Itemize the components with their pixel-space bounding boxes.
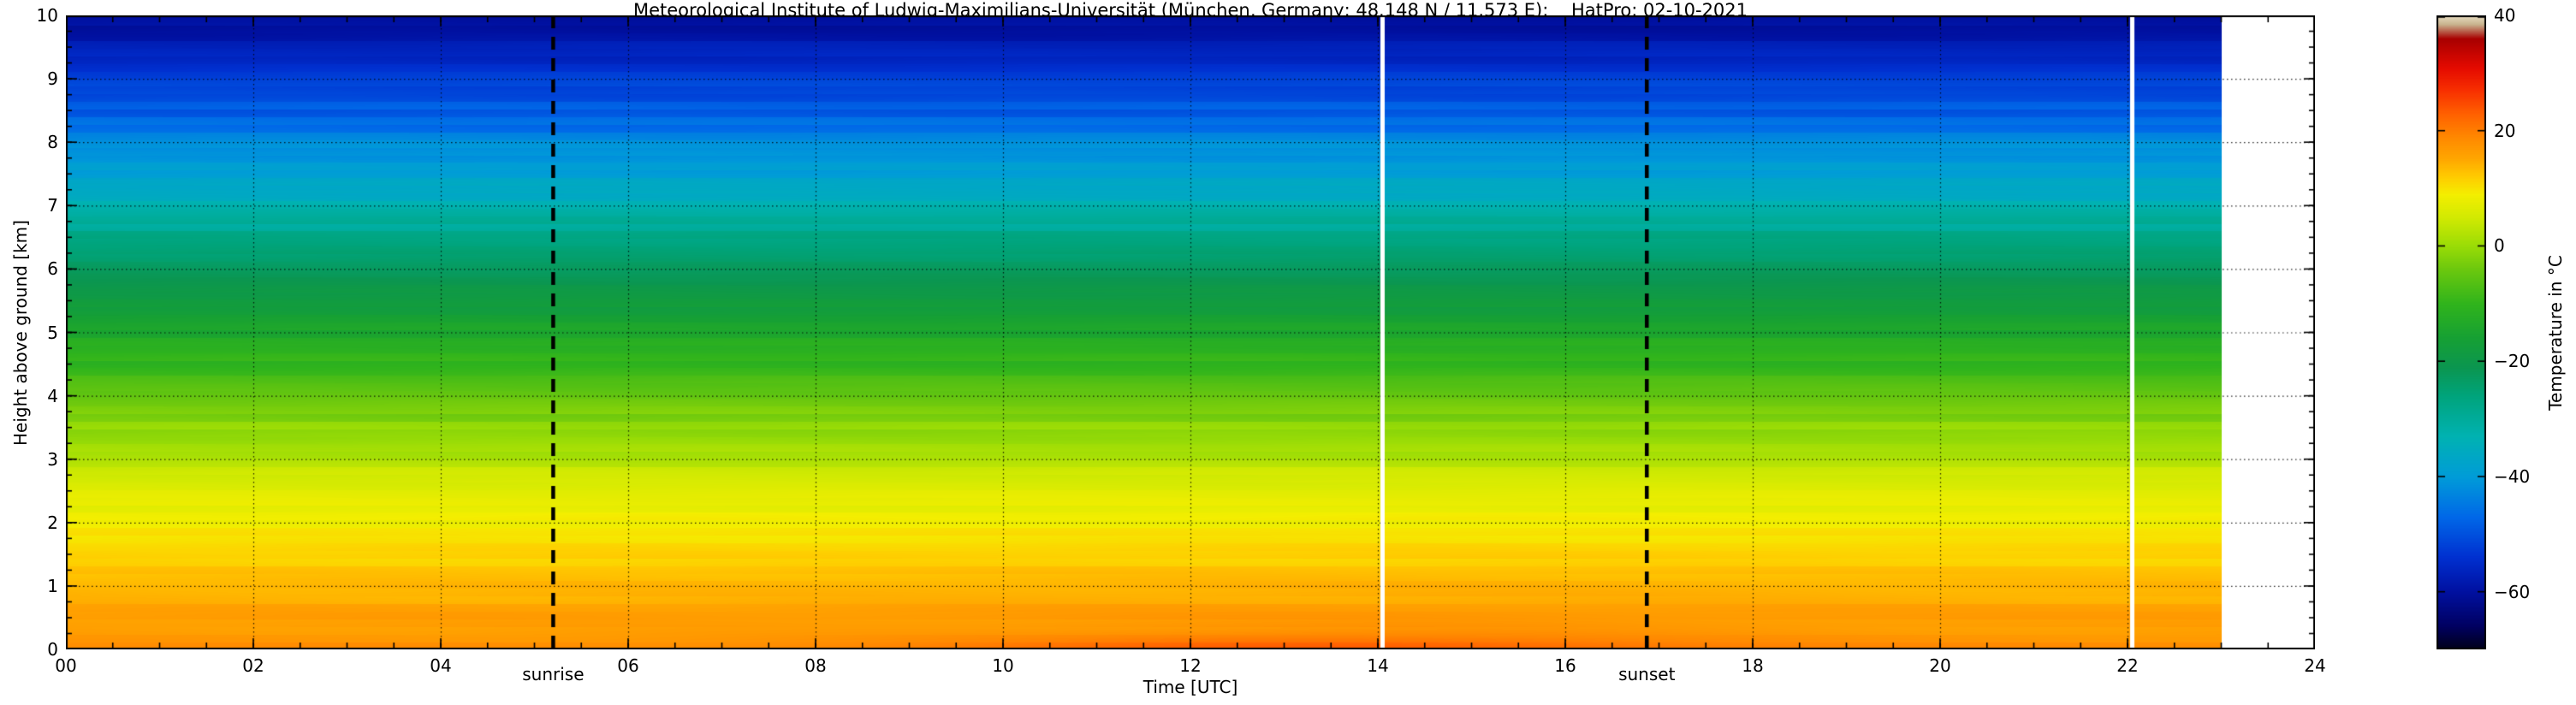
y-tick-label: 7 xyxy=(47,195,58,216)
colorbar-tick-label: 20 xyxy=(2494,120,2516,141)
colorbar-tick-label: 40 xyxy=(2494,5,2516,26)
x-tick-label: 14 xyxy=(1367,655,1389,676)
colorbar-label: Temperature in °C xyxy=(2545,255,2566,411)
chart-title: Meteorological Institute of Ludwig-Maxim… xyxy=(632,0,1748,21)
y-tick-label: 3 xyxy=(47,448,58,470)
x-tick-label: 12 xyxy=(1179,655,1202,676)
y-tick-label: 9 xyxy=(47,68,58,90)
x-tick-label: 18 xyxy=(1742,655,1764,676)
x-tick-label: 02 xyxy=(242,655,264,676)
x-tick-label: 00 xyxy=(55,655,77,676)
y-axis-label: Height above ground [km] xyxy=(10,220,31,446)
x-tick-label: 04 xyxy=(430,655,452,676)
y-tick-label: 2 xyxy=(47,512,58,533)
colorbar-tick-label: −20 xyxy=(2494,351,2531,372)
y-tick-label: 8 xyxy=(47,132,58,153)
x-axis-label: Time [UTC] xyxy=(1143,677,1238,697)
temperature-colorbar xyxy=(2437,15,2486,649)
x-tick-label: 22 xyxy=(2116,655,2139,676)
sunset-label: sunset xyxy=(1618,664,1676,684)
x-tick-label: 24 xyxy=(2304,655,2326,676)
x-tick-label: 20 xyxy=(1929,655,1951,676)
x-tick-label: 16 xyxy=(1554,655,1576,676)
colorbar-tick-label: −60 xyxy=(2494,581,2531,602)
y-tick-label: 10 xyxy=(36,5,58,26)
x-tick-label: 06 xyxy=(617,655,639,676)
temperature-heatmap-plot xyxy=(66,15,2315,649)
sunrise-label: sunrise xyxy=(522,664,585,684)
y-tick-label: 1 xyxy=(47,575,58,596)
colorbar-tick-label: −40 xyxy=(2494,465,2531,487)
x-tick-label: 08 xyxy=(804,655,827,676)
y-tick-label: 0 xyxy=(47,639,58,660)
x-tick-label: 10 xyxy=(992,655,1014,676)
colorbar-tick-label: 0 xyxy=(2494,235,2505,257)
